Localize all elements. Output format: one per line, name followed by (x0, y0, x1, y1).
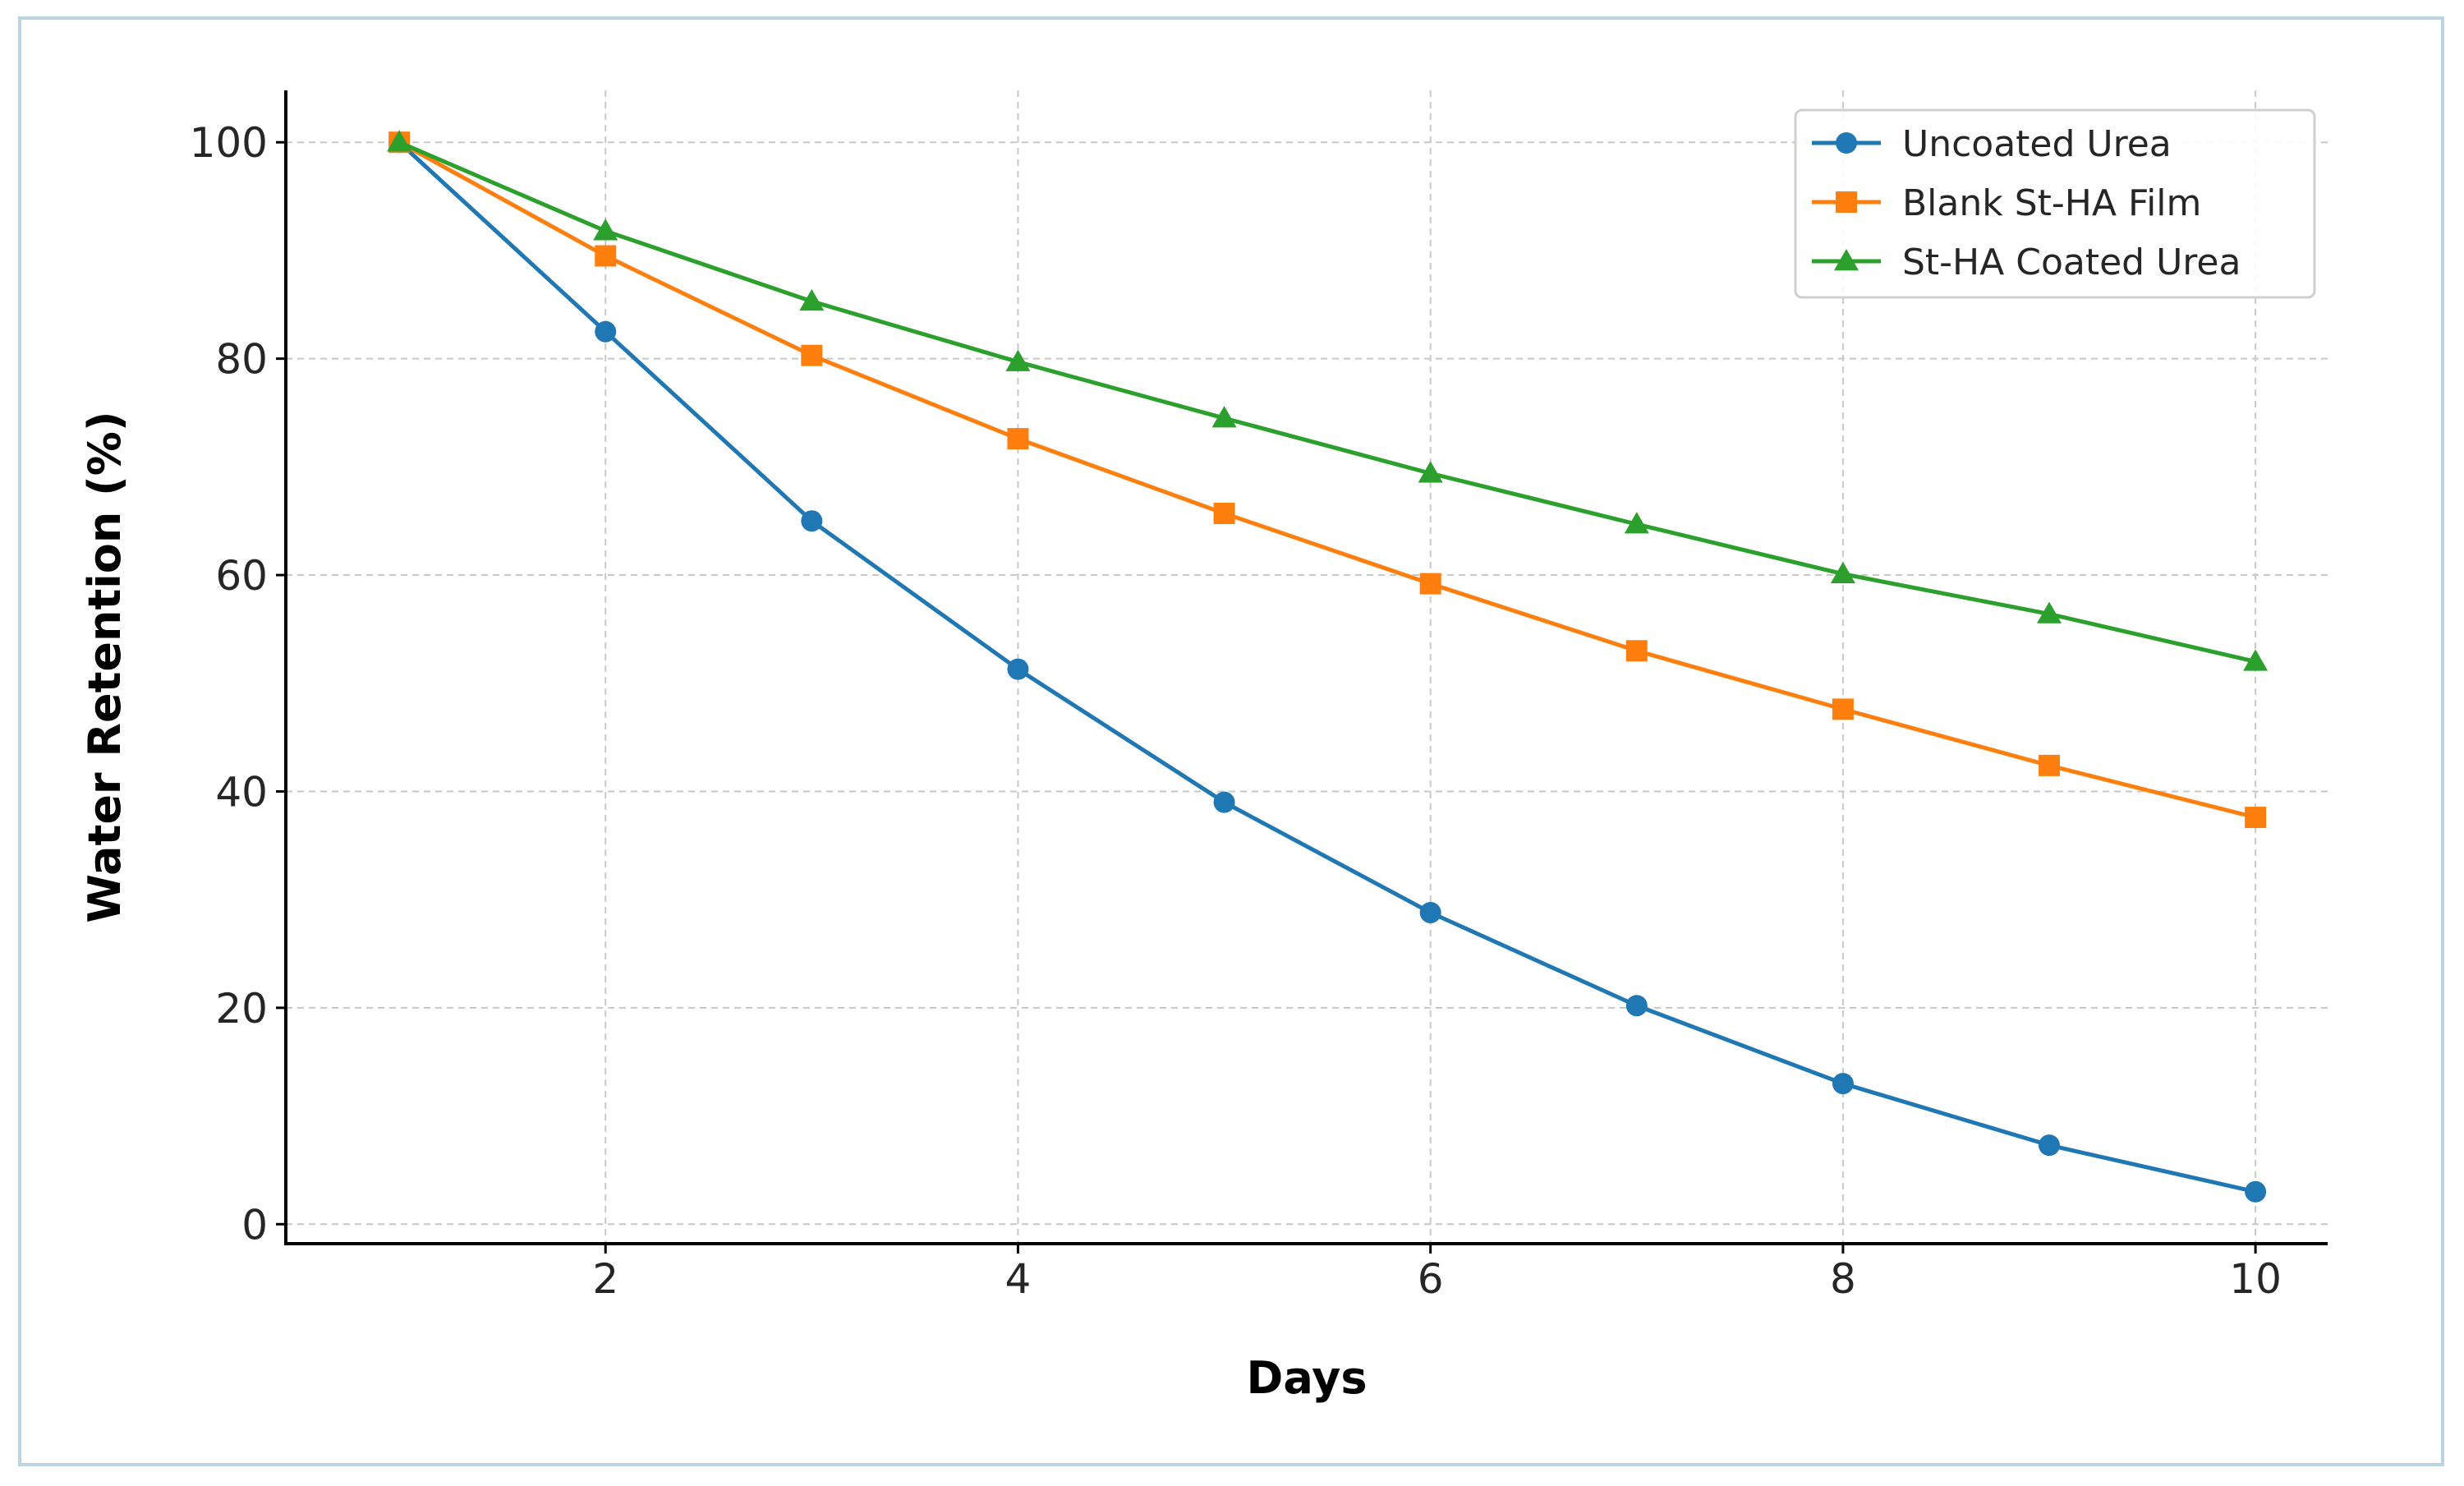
data-point-uncoated-urea-8 (1832, 1073, 1854, 1095)
data-point-blank-st-ha-film-7 (1625, 640, 1648, 662)
data-point-st-ha-coated-urea-4 (1005, 349, 1031, 371)
data-point-blank-st-ha-film-8 (1832, 698, 1854, 720)
x-tick-label-2: 2 (592, 1255, 618, 1303)
y-tick-label-40: 40 (215, 768, 268, 816)
data-point-blank-st-ha-film-5 (1213, 502, 1235, 524)
x-axis-title: Days (1247, 1352, 1368, 1404)
legend-label-blank-st-ha-film: Blank St-HA Film (1902, 182, 2201, 224)
data-point-st-ha-coated-urea-7 (1624, 512, 1649, 534)
data-point-st-ha-coated-urea-3 (799, 288, 825, 311)
y-axis-title: Water Retention (%) (79, 411, 131, 922)
data-point-blank-st-ha-film-3 (801, 344, 823, 366)
x-tick-label-8: 8 (1830, 1255, 1856, 1303)
y-tick-label-100: 100 (190, 119, 268, 167)
legend: Uncoated Urea Blank St-HA Film St-HA Coate… (1794, 108, 2316, 299)
y-tick-label-0: 0 (241, 1201, 268, 1249)
legend-label-uncoated-urea: Uncoated Urea (1902, 123, 2172, 165)
x-tick-label-6: 6 (1418, 1255, 1444, 1303)
legend-marker-st-ha-coated-urea (1834, 249, 1859, 271)
data-point-blank-st-ha-film-6 (1419, 573, 1441, 595)
series-st-ha-coated-urea (387, 130, 2269, 671)
data-point-st-ha-coated-urea-1 (387, 130, 412, 152)
data-point-uncoated-urea-7 (1625, 995, 1648, 1017)
series-lines (387, 130, 2269, 1203)
data-point-uncoated-urea-5 (1213, 791, 1235, 813)
axes (276, 90, 2328, 1254)
legend-marker-blank-st-ha-film (1836, 191, 1857, 213)
data-point-st-ha-coated-urea-9 (2037, 601, 2062, 623)
series-line-uncoated-urea (398, 140, 2256, 1194)
data-point-uncoated-urea-6 (1419, 901, 1441, 923)
figure-frame: 2 4 6 8 10 0 20 40 60 80 100 Days Water Retention … (18, 16, 2444, 1466)
legend-marker-uncoated-urea (1836, 132, 1857, 154)
series-line-st-ha-coated-urea (398, 140, 2256, 664)
data-point-uncoated-urea-10 (2245, 1180, 2267, 1203)
data-point-st-ha-coated-urea-5 (1211, 406, 1237, 428)
legend-box (1794, 108, 2316, 299)
data-point-st-ha-coated-urea-6 (1418, 461, 1443, 483)
data-point-uncoated-urea-2 (595, 320, 617, 343)
series-blank-st-ha-film (388, 131, 2267, 829)
data-point-st-ha-coated-urea-10 (2243, 649, 2269, 671)
y-tick-label-20: 20 (215, 985, 268, 1033)
data-point-blank-st-ha-film-2 (595, 245, 617, 267)
x-tick-label-4: 4 (1005, 1255, 1032, 1303)
data-point-st-ha-coated-urea-2 (593, 219, 618, 241)
legend-label-st-ha-coated-urea: St-HA Coated Urea (1902, 242, 2241, 283)
y-tick-label-80: 80 (215, 336, 268, 384)
data-point-blank-st-ha-film-9 (2039, 754, 2060, 776)
data-point-uncoated-urea-9 (2039, 1134, 2060, 1157)
y-tick-label-60: 60 (215, 552, 268, 600)
x-tick-label-10: 10 (2229, 1255, 2282, 1303)
data-point-uncoated-urea-3 (801, 510, 823, 532)
data-point-st-ha-coated-urea-8 (1830, 561, 1855, 583)
axis-spines (284, 90, 2328, 1245)
data-point-blank-st-ha-film-10 (2245, 807, 2267, 829)
data-point-blank-st-ha-film-4 (1007, 428, 1029, 450)
series-line-blank-st-ha-film (398, 140, 2256, 820)
data-point-uncoated-urea-4 (1007, 658, 1029, 680)
